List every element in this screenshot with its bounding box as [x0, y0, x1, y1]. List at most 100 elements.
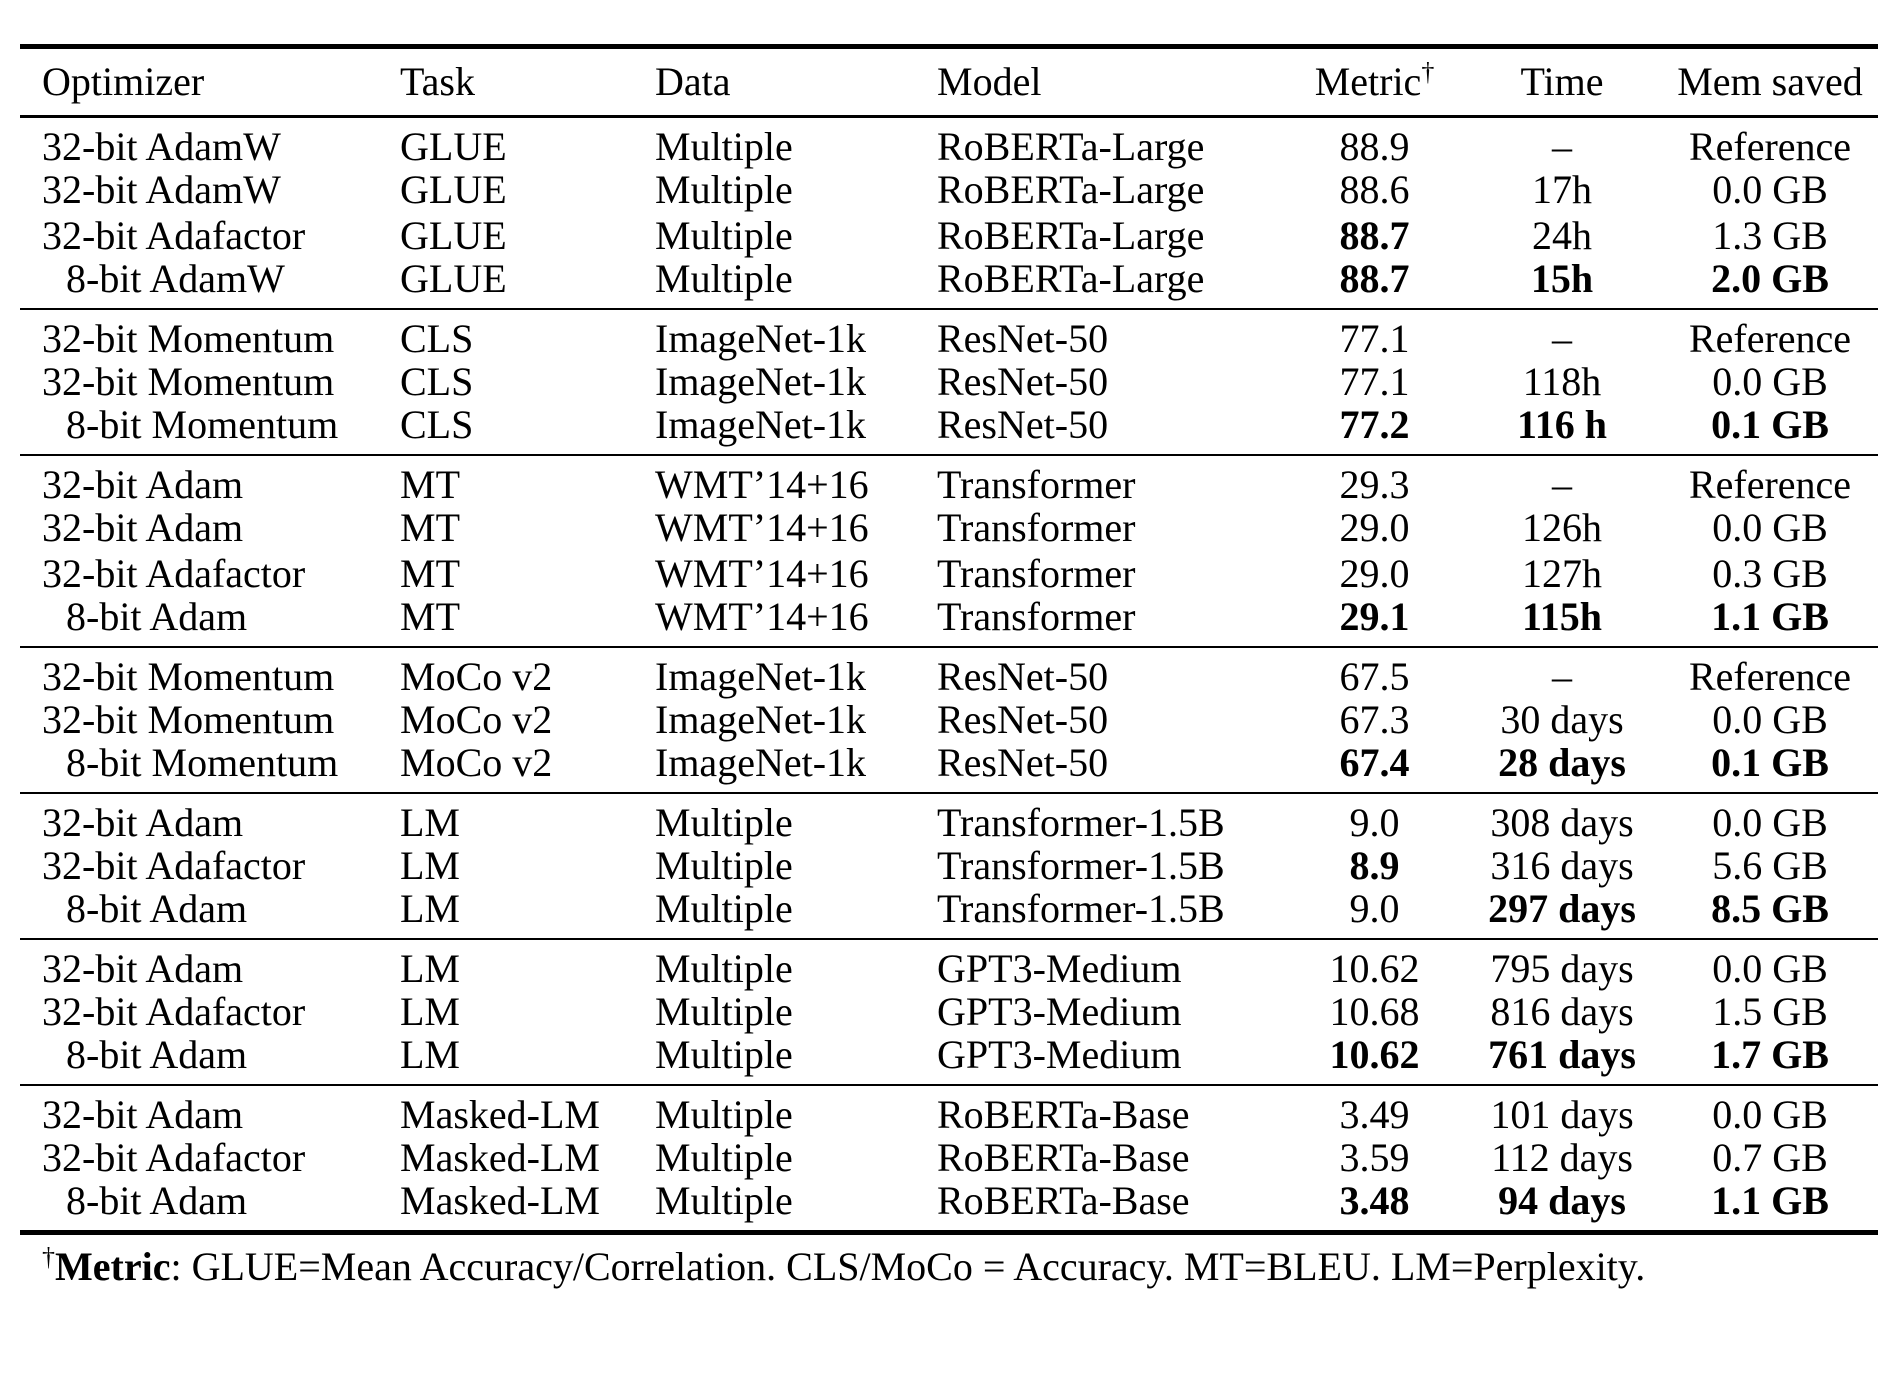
cell-optimizer: 32-bit Momentum [20, 646, 400, 697]
cell-time: 116 h [1516, 402, 1608, 447]
cell-mem-saved: 2.0 GB [1711, 256, 1829, 301]
table-row: 8-bit Adam Masked-LM Multiple RoBERTa-Ba… [20, 1181, 1878, 1233]
cell-model: Transformer [937, 594, 1136, 639]
cell-optimizer: 32-bit Adam [20, 938, 400, 989]
cell-mem-saved: Reference [1662, 646, 1878, 697]
cell-data: Multiple [655, 843, 793, 888]
table-row: 32-bit AdamW GLUE Multiple RoBERTa-Large… [20, 117, 1878, 168]
footnote-label: Metric [55, 1244, 171, 1289]
table-row: 8-bit Momentum MoCo v2 ImageNet-1k ResNe… [20, 743, 1878, 793]
cell-data: Multiple [655, 792, 937, 843]
cell-task: GLUE [400, 256, 507, 301]
cell-model: Transformer-1.5B [937, 843, 1225, 888]
cell-data: Multiple [655, 1178, 793, 1223]
cell-model: GPT3-Medium [937, 989, 1182, 1034]
cell-mem-saved: 1.1 GB [1711, 594, 1829, 639]
table-row: 32-bit Adam LM Multiple GPT3-Medium 10.6… [20, 938, 1878, 989]
cell-task: MT [400, 454, 655, 505]
cell-optimizer: 32-bit Adam [20, 454, 400, 505]
cell-model: RoBERTa-Large [937, 213, 1205, 258]
cell-model: RoBERTa-Base [937, 1178, 1190, 1223]
cell-data: Multiple [655, 213, 793, 258]
cell-task: GLUE [400, 213, 507, 258]
cell-task: MoCo v2 [400, 740, 553, 785]
cell-optimizer: 32-bit Adam [42, 505, 244, 550]
cell-metric: 88.9 [1339, 124, 1410, 169]
cell-data: Multiple [655, 1084, 937, 1135]
cell-metric: 67.5 [1287, 646, 1462, 697]
cell-metric: 29.1 [1339, 594, 1410, 639]
cell-task: LM [400, 843, 460, 888]
cell-mem-saved: 0.0 GB [1662, 1084, 1878, 1135]
cell-time: – [1552, 124, 1572, 169]
cell-metric: 9.0 [1349, 886, 1400, 931]
cell-task: CLS [400, 359, 474, 404]
cell-optimizer: 32-bit AdamW [42, 167, 281, 212]
cell-task: Masked-LM [400, 1178, 600, 1223]
cell-model: Transformer [937, 454, 1287, 505]
cell-metric: 29.3 [1287, 454, 1462, 505]
cell-time: 316 days [1490, 843, 1634, 888]
dagger-superscript: † [1421, 57, 1435, 87]
table-row: 32-bit Adam LM Multiple Transformer-1.5B… [20, 792, 1878, 843]
cell-metric: 3.48 [1339, 1178, 1410, 1223]
cell-data: ImageNet-1k [655, 308, 937, 359]
cell-mem-saved: 0.7 GB [1712, 1135, 1828, 1180]
cell-time: 101 days [1462, 1084, 1662, 1135]
cell-model: RoBERTa-Large [937, 256, 1205, 301]
cell-optimizer: 32-bit Adafactor [42, 843, 306, 888]
table-row: 8-bit Momentum CLS ImageNet-1k ResNet-50… [20, 405, 1878, 455]
table-row: 8-bit Adam LM Multiple Transformer-1.5B … [20, 889, 1878, 939]
table-group: 32-bit Adam Masked-LM Multiple RoBERTa-B… [20, 1084, 1878, 1233]
cell-mem-saved: 0.3 GB [1712, 551, 1828, 596]
cell-metric: 77.2 [1339, 402, 1410, 447]
cell-mem-saved: 1.7 GB [1711, 1032, 1829, 1077]
cell-metric: 77.1 [1339, 359, 1410, 404]
cell-data: Multiple [655, 167, 793, 212]
cell-model: ResNet-50 [937, 740, 1109, 785]
col-header-task: Task [400, 46, 655, 118]
cell-data: Multiple [655, 1135, 793, 1180]
col-header-model: Model [937, 46, 1287, 118]
table-header: Optimizer Task Data Model Metric† Time M… [20, 46, 1878, 118]
cell-model: RoBERTa-Base [937, 1135, 1190, 1180]
cell-optimizer: 8-bit Adam [66, 594, 248, 639]
table-row: 32-bit Momentum CLS ImageNet-1k ResNet-5… [20, 308, 1878, 359]
cell-metric: 77.1 [1287, 308, 1462, 359]
table-group: 32-bit Momentum CLS ImageNet-1k ResNet-5… [20, 308, 1878, 455]
table-row: 32-bit Adafactor GLUE Multiple RoBERTa-L… [20, 213, 1878, 259]
cell-time: 94 days [1498, 1178, 1626, 1223]
cell-metric: 88.7 [1339, 213, 1410, 258]
cell-metric: 29.0 [1339, 505, 1410, 550]
cell-task: LM [400, 886, 460, 931]
cell-mem-saved: 0.1 GB [1711, 402, 1829, 447]
table-footnote: †Metric: GLUE=Mean Accuracy/Correlation.… [42, 1244, 1878, 1289]
cell-metric: 10.62 [1287, 938, 1462, 989]
cell-data: Multiple [655, 256, 793, 301]
cell-mem-saved: 1.5 GB [1712, 989, 1828, 1034]
cell-time: 112 days [1491, 1135, 1633, 1180]
cell-metric: 3.49 [1287, 1084, 1462, 1135]
cell-model: Transformer-1.5B [937, 792, 1287, 843]
cell-data: WMT’14+16 [655, 454, 937, 505]
cell-mem-saved: 8.5 GB [1711, 886, 1829, 931]
cell-time: 816 days [1490, 989, 1634, 1034]
cell-model: Transformer-1.5B [937, 886, 1225, 931]
cell-optimizer: 32-bit Adafactor [42, 213, 306, 258]
cell-data: ImageNet-1k [655, 359, 867, 404]
cell-mem-saved: Reference [1662, 454, 1878, 505]
cell-model: ResNet-50 [937, 646, 1287, 697]
col-header-metric: Metric† [1287, 46, 1462, 118]
cell-time: 15h [1530, 256, 1594, 301]
cell-mem-saved: Reference [1662, 308, 1878, 359]
table-row: 32-bit Adafactor MT WMT’14+16 Transforme… [20, 551, 1878, 597]
col-header-optimizer: Optimizer [20, 46, 400, 118]
cell-model: Transformer [937, 505, 1136, 550]
cell-task: MoCo v2 [400, 646, 655, 697]
cell-time: 30 days [1500, 697, 1624, 742]
cell-optimizer: 8-bit Adam [66, 886, 248, 931]
cell-data: Multiple [655, 938, 937, 989]
cell-task: LM [400, 792, 655, 843]
cell-time: 795 days [1462, 938, 1662, 989]
cell-task: MT [400, 551, 460, 596]
